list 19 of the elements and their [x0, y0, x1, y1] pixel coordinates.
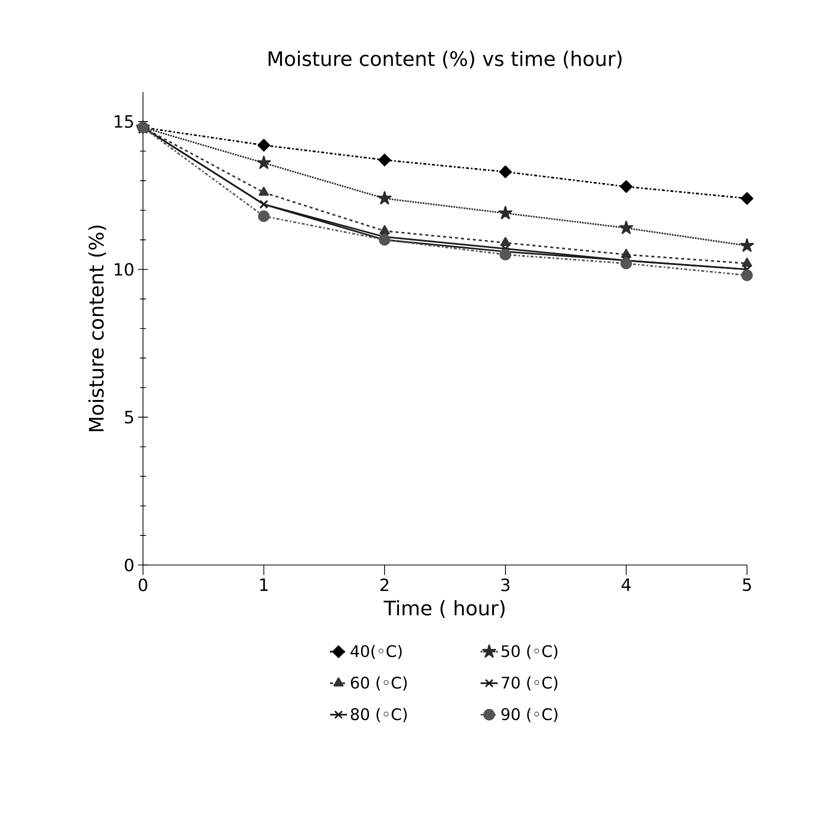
y-tick-label: 15	[114, 115, 134, 128]
legend-label: 80 (◦C)	[350, 708, 407, 722]
legend-label: 60 (◦C)	[350, 676, 407, 691]
legend-label: 40(◦C)	[350, 644, 402, 660]
y-tick-label: 0	[124, 558, 134, 572]
x-tick-label: 1	[260, 578, 268, 591]
legend-label: 90 (◦C)	[501, 708, 558, 722]
x-tick-label: 0	[138, 578, 148, 592]
y-tick-label: 10	[114, 262, 134, 276]
chart-title: Moisture content (%) vs time (hour)	[268, 50, 622, 69]
y-tick-label: 5	[125, 410, 134, 424]
x-tick-label: 4	[622, 578, 631, 591]
x-tick-label: 2	[380, 578, 388, 592]
legend-label: 70 (◦C)	[502, 676, 558, 691]
x-axis-title: Time ( hour)	[384, 600, 505, 618]
x-tick-label: 3	[501, 578, 510, 592]
y-axis-title: Moisture content (%)	[88, 226, 106, 432]
x-tick-label: 5	[742, 578, 751, 592]
legend-label: 50 (◦C)	[502, 644, 558, 660]
